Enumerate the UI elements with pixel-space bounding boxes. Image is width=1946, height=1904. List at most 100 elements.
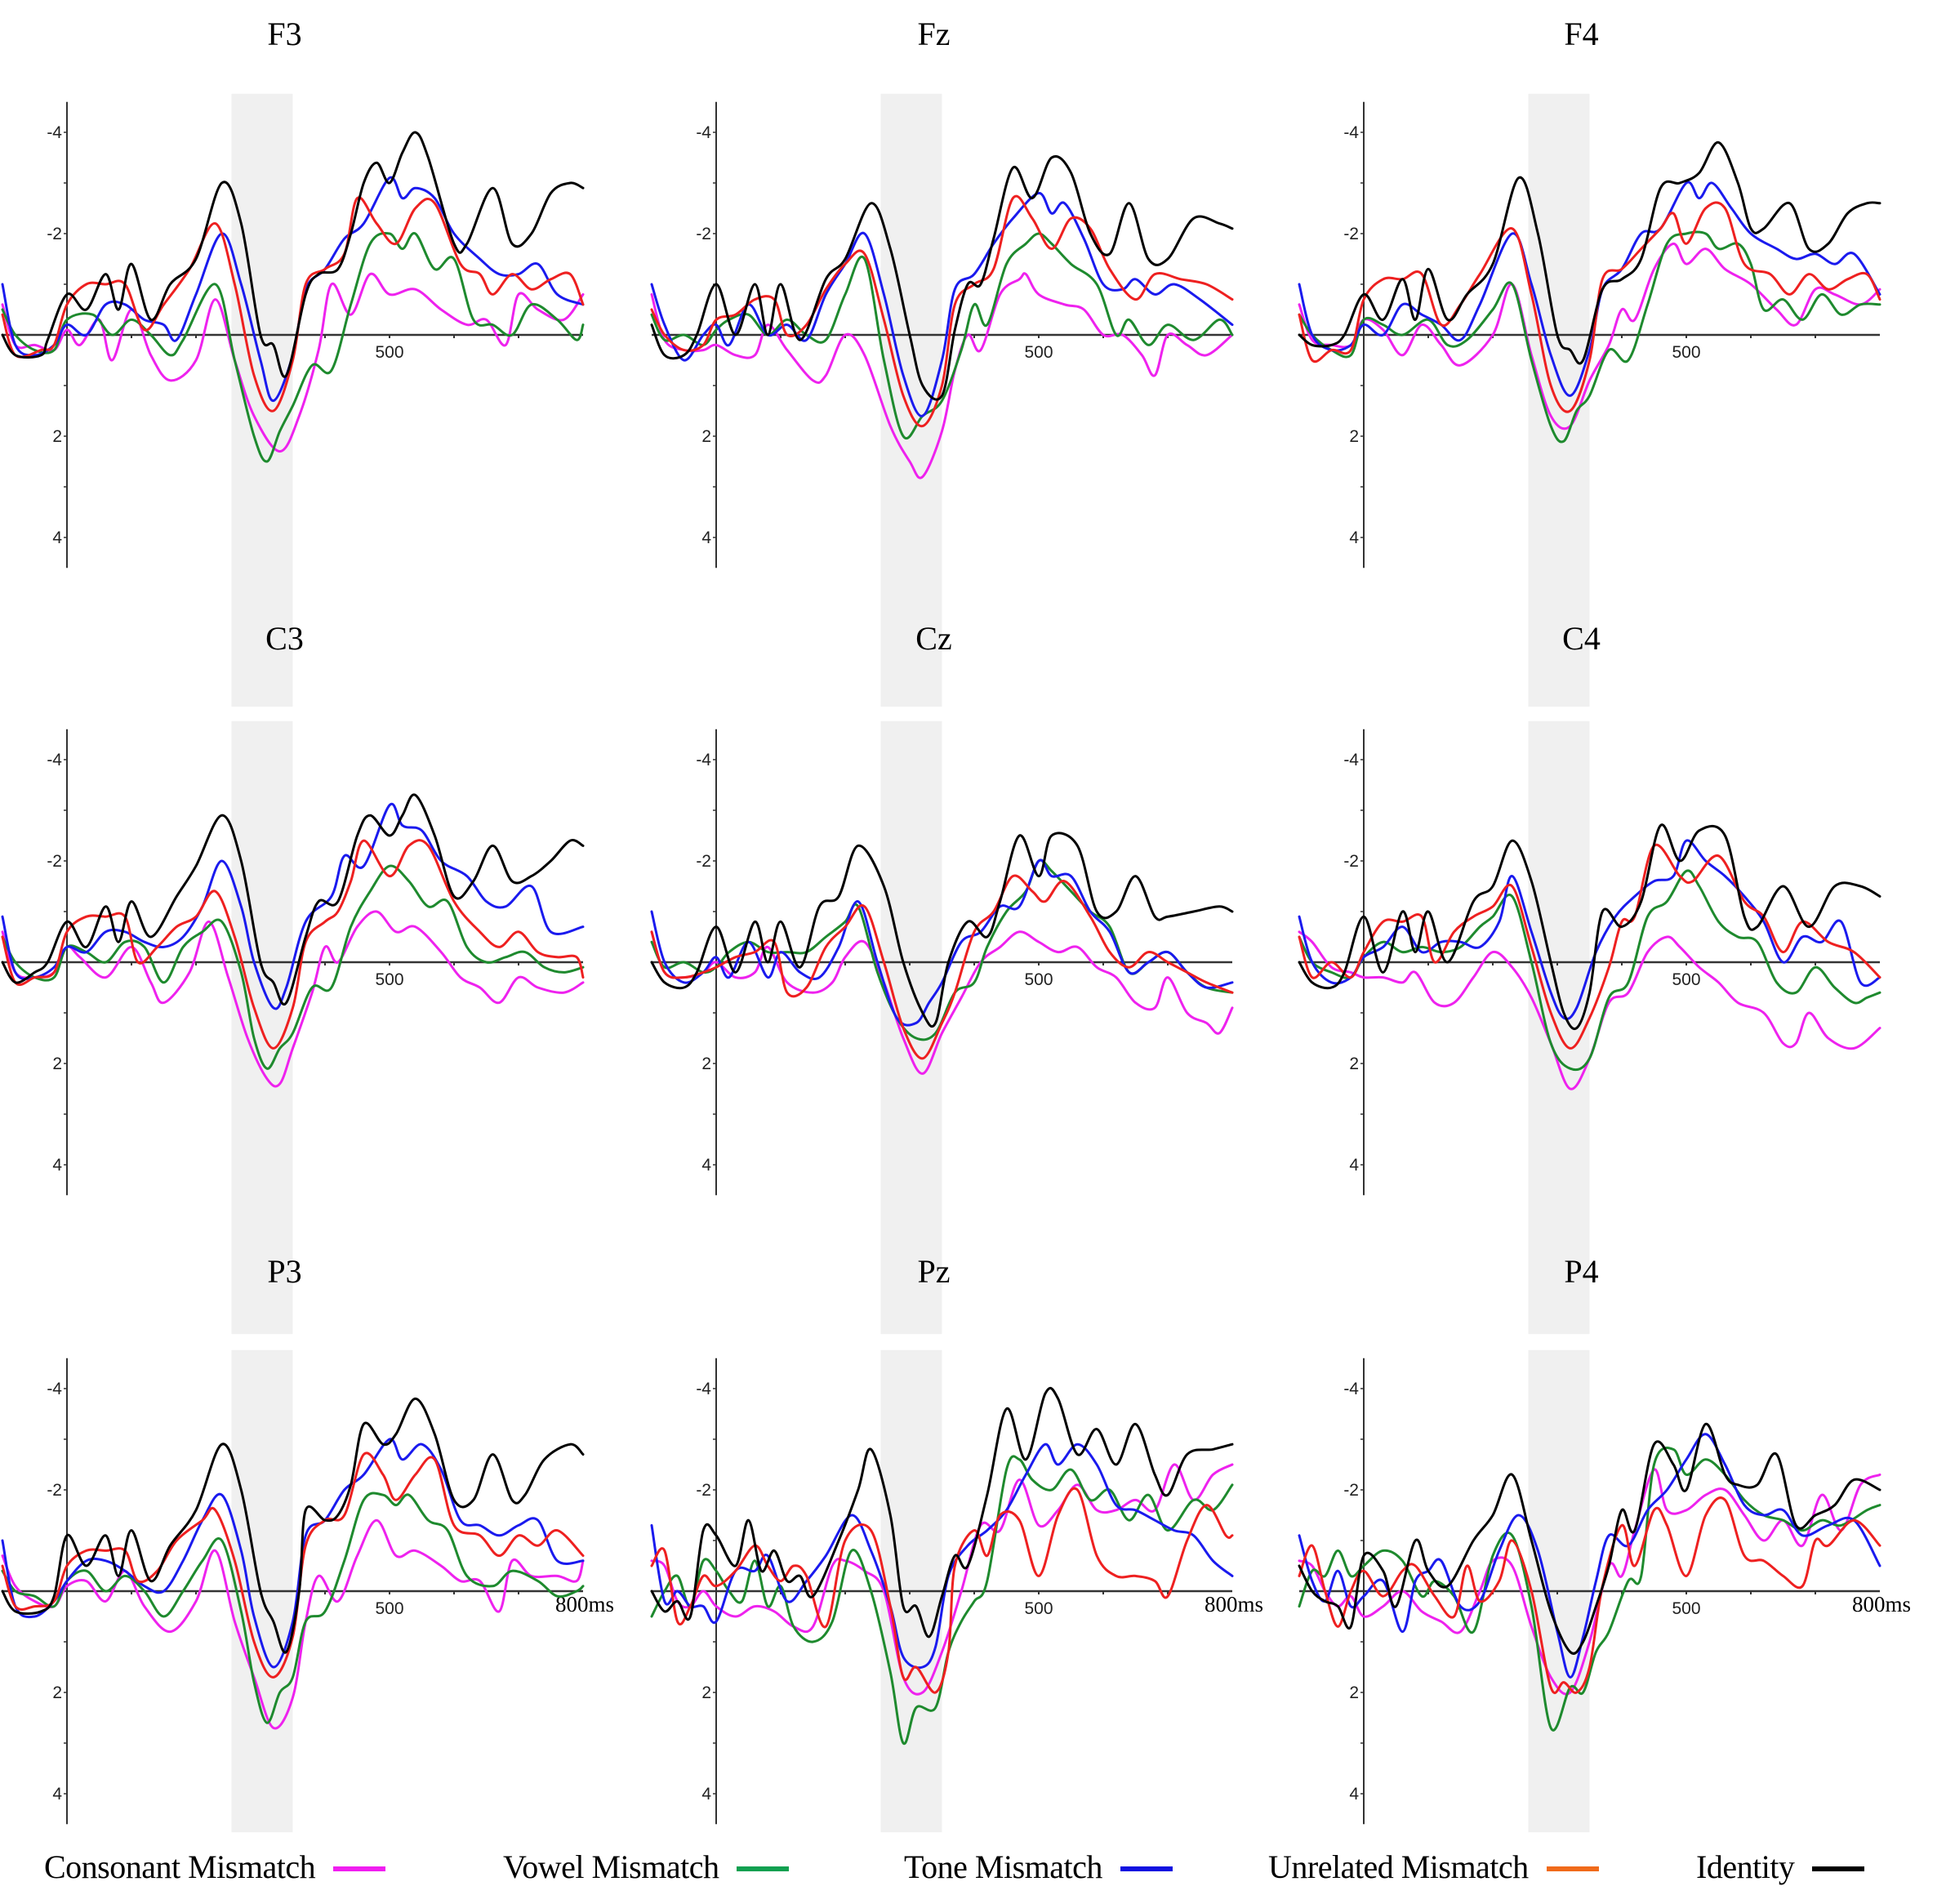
- panel-title: F4: [1564, 16, 1598, 52]
- series-tone: [650, 191, 1234, 417]
- y-tick-label: 4: [1349, 1156, 1359, 1175]
- legend-swatch-unrelated: [1546, 1866, 1599, 1871]
- y-tick-label: 4: [52, 1156, 62, 1175]
- legend-label: Consonant Mismatch: [44, 1848, 316, 1885]
- y-tick-label: 4: [52, 1785, 62, 1804]
- panel-title: C4: [1562, 620, 1601, 657]
- series-identity: [1, 1397, 585, 1654]
- y-tick-label: -2: [47, 225, 62, 243]
- series-unrelated: [650, 1487, 1234, 1694]
- legend-label: Vowel Mismatch: [503, 1848, 719, 1885]
- legend: Consonant Mismatch Vowel Mismatch Tone M…: [0, 1848, 1946, 1888]
- y-tick-label: 2: [701, 427, 711, 446]
- y-tick-label: 2: [52, 1055, 62, 1073]
- series-consonant: [1, 1518, 585, 1730]
- series-tone: [1298, 181, 1881, 397]
- x-tick-label: 500: [375, 1599, 403, 1618]
- y-tick-label: -4: [1343, 1380, 1359, 1398]
- series-identity: [1, 131, 585, 378]
- series-tone: [1298, 839, 1881, 1020]
- series-unrelated: [1298, 201, 1881, 413]
- series-identity: [1298, 1422, 1881, 1655]
- y-tick-label: -2: [1343, 852, 1359, 871]
- panel-pz: Pz 500 800ms -4 -2 2 4: [650, 1253, 1263, 1833]
- series-consonant: [650, 272, 1234, 479]
- panel-title: F3: [267, 16, 301, 52]
- y-tick-label: 2: [701, 1683, 711, 1702]
- series-consonant: [650, 930, 1234, 1075]
- panel-c3: C3 500 -4 -2 2 4: [1, 620, 585, 1335]
- series-identity: [650, 155, 1234, 401]
- series-vowel: [1, 231, 585, 463]
- panel-p4: P4 500 800ms -4 -2 2 4: [1298, 1253, 1911, 1833]
- legend-label: Tone Mismatch: [904, 1848, 1102, 1885]
- series-consonant: [1, 272, 585, 453]
- legend-item-tone: Tone Mismatch: [904, 1848, 1173, 1886]
- legend-label: Identity: [1696, 1848, 1795, 1885]
- panel-title: P3: [267, 1253, 301, 1290]
- x-tick-label: 500: [1024, 1599, 1053, 1618]
- y-tick-label: -4: [1343, 123, 1359, 142]
- series-unrelated: [1298, 1496, 1881, 1695]
- y-tick-label: -2: [696, 852, 711, 871]
- panel-c4: C4 500 -4 -2 2 4: [1298, 620, 1881, 1335]
- x-tick-label: 500: [375, 343, 403, 362]
- y-tick-label: -4: [696, 1380, 711, 1398]
- series-unrelated: [1, 1451, 585, 1679]
- x-tick-label: 500: [1024, 970, 1053, 989]
- y-tick-label: 2: [52, 1683, 62, 1702]
- legend-swatch-tone: [1120, 1866, 1173, 1871]
- y-tick-label: -4: [47, 1380, 62, 1398]
- legend-item-consonant: Consonant Mismatch: [44, 1848, 386, 1886]
- shaded-window: [1528, 720, 1590, 1335]
- y-tick-label: -2: [1343, 225, 1359, 243]
- legend-swatch-identity: [1812, 1866, 1865, 1871]
- shaded-window: [1528, 93, 1590, 707]
- y-tick-label: -4: [696, 123, 711, 142]
- panel-f4: F4 500 -4 -2 2 4: [1298, 16, 1881, 707]
- y-tick-label: 2: [52, 427, 62, 446]
- y-tick-label: 4: [1349, 1785, 1359, 1804]
- x-tick-label: 500: [1672, 1599, 1700, 1618]
- y-tick-label: -4: [47, 751, 62, 769]
- series-consonant: [1298, 930, 1881, 1090]
- y-tick-label: 4: [701, 1156, 711, 1175]
- x-tick-label: 500: [1672, 343, 1700, 362]
- series-identity: [1298, 823, 1881, 1031]
- panel-cz: Cz 500 -4 -2 2 4: [650, 620, 1234, 1335]
- legend-item-identity: Identity: [1696, 1848, 1865, 1886]
- series-unrelated: [1, 839, 585, 1050]
- x-tick-label: 500: [375, 970, 403, 989]
- series-vowel: [1298, 230, 1881, 444]
- y-tick-label: -2: [47, 1481, 62, 1500]
- panel-title: Fz: [918, 16, 951, 52]
- legend-swatch-vowel: [737, 1866, 790, 1871]
- legend-label: Unrelated Mismatch: [1268, 1848, 1529, 1885]
- panel-title: Pz: [918, 1253, 951, 1290]
- y-tick-label: -2: [696, 1481, 711, 1500]
- series-consonant: [1298, 242, 1881, 430]
- series-tone: [1, 176, 585, 403]
- y-tick-label: -2: [696, 225, 711, 243]
- series-consonant: [1298, 1468, 1881, 1696]
- series-identity: [1, 793, 585, 1006]
- panel-f3: F3 500 -4 -2 2 4: [1, 16, 585, 707]
- y-tick-label: 4: [701, 528, 711, 547]
- series-unrelated: [650, 194, 1234, 428]
- x-tick-label: 500: [1024, 343, 1053, 362]
- x-end-label: 800ms: [1205, 1592, 1263, 1616]
- series-tone: [650, 1442, 1234, 1670]
- y-tick-label: 2: [1349, 427, 1359, 446]
- series-unrelated: [650, 874, 1234, 1060]
- series-tone: [1298, 1433, 1881, 1679]
- legend-item-vowel: Vowel Mismatch: [503, 1848, 790, 1886]
- legend-swatch-consonant: [333, 1866, 386, 1871]
- y-tick-label: 2: [1349, 1683, 1359, 1702]
- legend-item-unrelated: Unrelated Mismatch: [1268, 1848, 1599, 1886]
- y-tick-label: 4: [1349, 528, 1359, 547]
- y-tick-label: -4: [1343, 751, 1359, 769]
- y-tick-label: 4: [701, 1785, 711, 1804]
- series-vowel: [650, 232, 1234, 440]
